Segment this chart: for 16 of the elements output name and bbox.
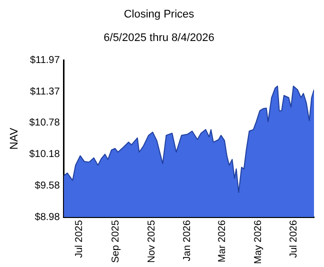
x-tick-label: Mar 2026 xyxy=(216,220,228,262)
y-tick-label: $11.97 xyxy=(30,55,60,66)
y-tick-label: $8.98 xyxy=(34,212,60,223)
x-tick-label: Nov 2025 xyxy=(146,220,158,263)
x-tick-label: Jul 2025 xyxy=(74,220,85,258)
x-tick-label: Jan 2026 xyxy=(182,220,194,262)
y-tick-label: $10.78 xyxy=(29,118,60,129)
x-tick-label: Jul 2026 xyxy=(288,220,300,258)
y-tick-label: $9.58 xyxy=(34,180,60,192)
chart-subtitle: 6/5/2025 thru 8/4/2026 xyxy=(104,32,214,44)
y-axis-title: NAV xyxy=(8,127,21,150)
chart-title: Closing Prices xyxy=(124,8,195,21)
x-tick-label: May 2026 xyxy=(252,220,264,264)
y-tick-label: $11.37 xyxy=(30,86,60,98)
y-tick-label: $10.18 xyxy=(29,148,60,160)
x-tick-label: Sep 2025 xyxy=(110,220,122,263)
